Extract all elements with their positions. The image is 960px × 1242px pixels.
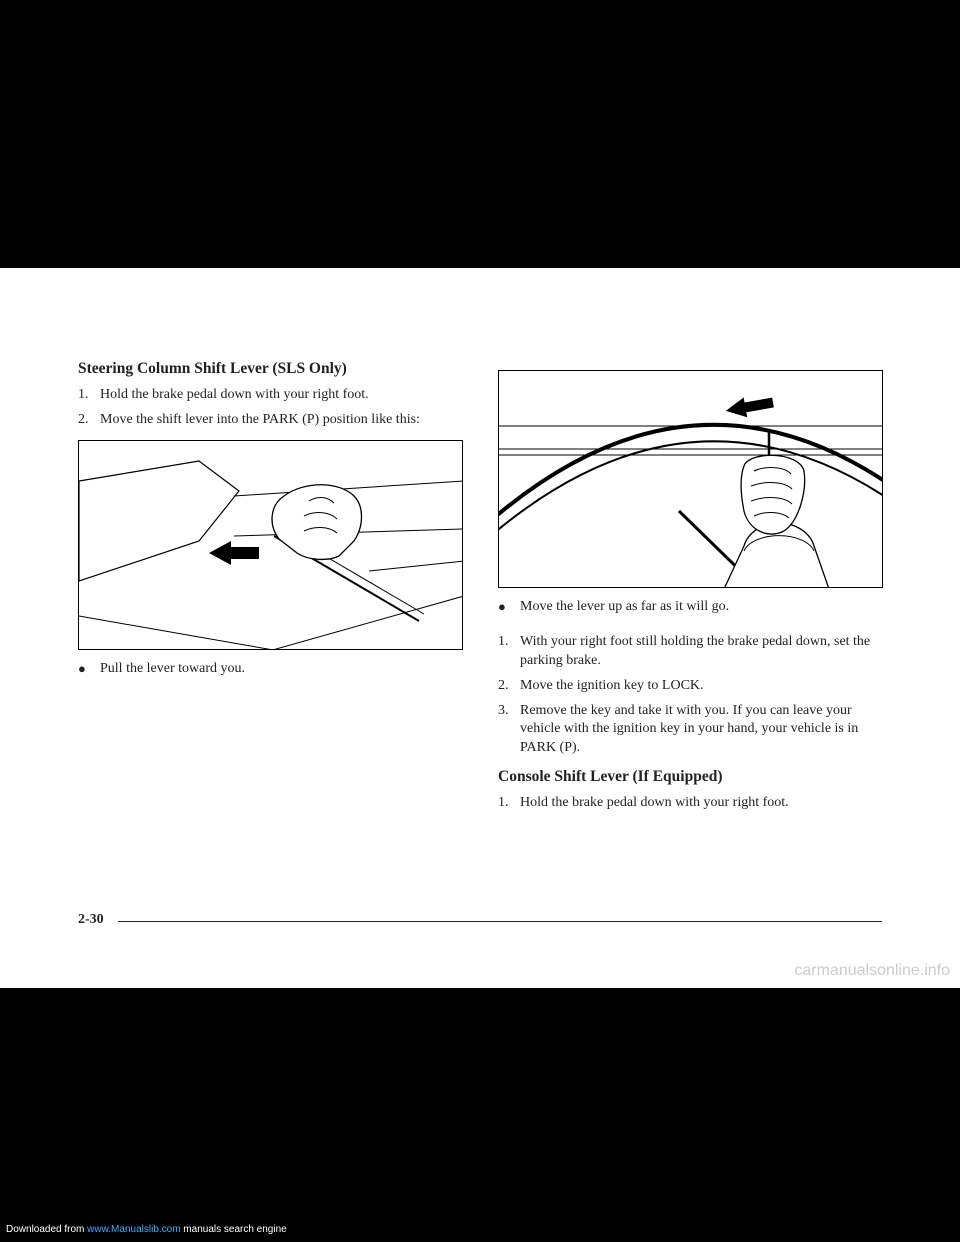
watermark-right: carmanualsonline.info xyxy=(794,962,950,980)
section-heading: Console Shift Lever (If Equipped) xyxy=(498,768,893,786)
list-number: 1. xyxy=(498,794,520,813)
section-heading: Steering Column Shift Lever (SLS Only) xyxy=(78,360,473,378)
list-number: 1. xyxy=(498,633,520,671)
list-text: Remove the key and take it with you. If … xyxy=(520,702,893,759)
list-text: Hold the brake pedal down with your righ… xyxy=(100,386,473,405)
page-number: 2-30 xyxy=(78,912,104,928)
figure-move-lever-up xyxy=(498,370,883,588)
watermark-text-pre: Downloaded from xyxy=(6,1224,87,1235)
move-lever-up-illustration xyxy=(499,371,883,588)
list-item: 3. Remove the key and take it with you. … xyxy=(498,702,893,759)
list-number: 2. xyxy=(78,411,100,430)
footer-rule xyxy=(118,921,882,922)
list-text: Move the ignition key to LOCK. xyxy=(520,677,893,696)
pull-lever-illustration xyxy=(79,441,463,650)
list-text: With your right foot still holding the b… xyxy=(520,633,893,671)
watermark-bottom-bar: Downloaded from www.Manualslib.com manua… xyxy=(0,1218,960,1242)
bullet-text: Pull the lever toward you. xyxy=(100,660,473,679)
left-column: Steering Column Shift Lever (SLS Only) 1… xyxy=(78,360,473,687)
list-text: Hold the brake pedal down with your righ… xyxy=(520,794,893,813)
bullet-item: ● Pull the lever toward you. xyxy=(78,660,473,679)
bullet-marker: ● xyxy=(78,660,100,679)
list-text: Move the shift lever into the PARK (P) p… xyxy=(100,411,473,430)
list-number: 3. xyxy=(498,702,520,759)
figure-pull-lever xyxy=(78,440,463,650)
manual-page: Steering Column Shift Lever (SLS Only) 1… xyxy=(0,268,960,988)
watermark-link: www.Manualslib.com xyxy=(87,1224,180,1235)
list-item: 1. Hold the brake pedal down with your r… xyxy=(78,386,473,405)
right-column: ● Move the lever up as far as it will go… xyxy=(498,360,893,819)
bullet-item: ● Move the lever up as far as it will go… xyxy=(498,598,893,617)
list-item: 1. With your right foot still holding th… xyxy=(498,633,893,671)
list-item: 1. Hold the brake pedal down with your r… xyxy=(498,794,893,813)
list-number: 2. xyxy=(498,677,520,696)
list-item: 2. Move the shift lever into the PARK (P… xyxy=(78,411,473,430)
bullet-text: Move the lever up as far as it will go. xyxy=(520,598,893,617)
list-item: 2. Move the ignition key to LOCK. xyxy=(498,677,893,696)
watermark-text-post: manuals search engine xyxy=(181,1224,287,1235)
bullet-marker: ● xyxy=(498,598,520,617)
list-number: 1. xyxy=(78,386,100,405)
